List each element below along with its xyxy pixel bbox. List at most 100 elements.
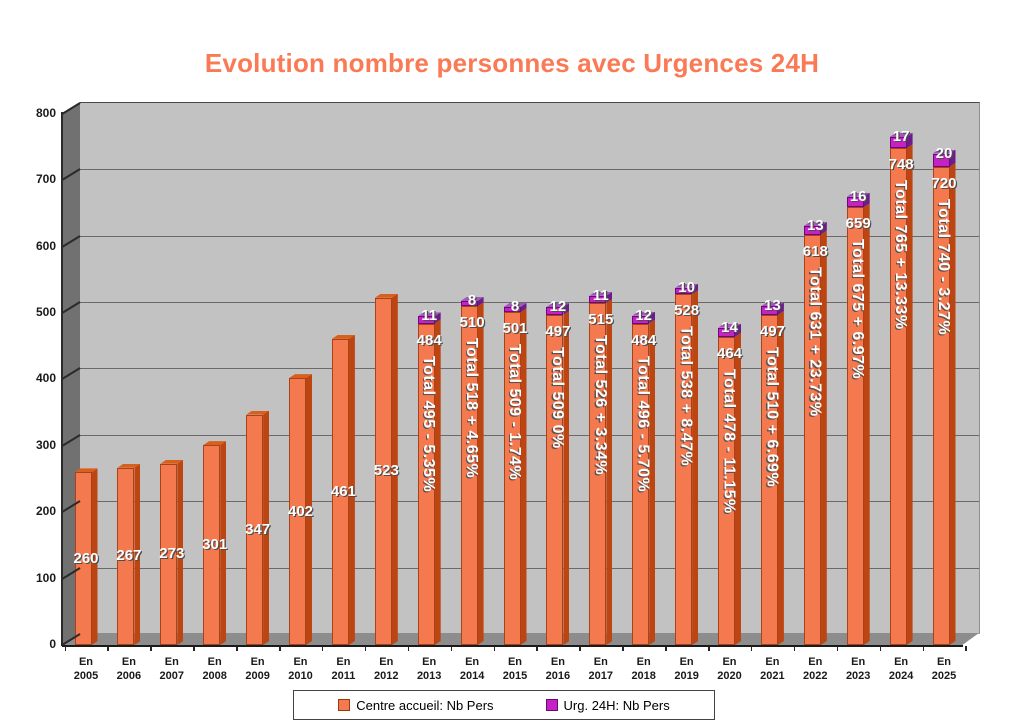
urg-value-label: 11 <box>421 307 438 325</box>
bar-front-centre <box>589 303 607 645</box>
y-axis-label: 600 <box>35 238 56 253</box>
x-axis-label: En 2022 <box>803 656 828 682</box>
bar-front-urg <box>546 307 564 315</box>
bar-front-centre <box>889 148 907 645</box>
x-axis-tick <box>64 646 66 651</box>
x-axis-tick <box>622 646 624 651</box>
bar-side-urg <box>950 150 956 167</box>
bar-side-urg <box>435 312 441 323</box>
bar-side-centre <box>692 290 698 645</box>
urg-value-label: 8 <box>467 292 477 310</box>
bar-front-urg <box>589 295 607 304</box>
bar-front-centre <box>675 294 693 645</box>
bar-side-urg <box>606 292 612 303</box>
urg-value-label: 12 <box>549 298 567 316</box>
bar-side-urg <box>778 302 784 315</box>
x-axis-label: En 2017 <box>588 656 614 682</box>
bar-top-urg <box>632 311 656 316</box>
x-axis-label: En 2012 <box>374 656 399 682</box>
bar-front-centre <box>74 472 92 645</box>
y-axis-label: 400 <box>35 371 56 386</box>
legend-swatch-centre-accueil <box>338 699 351 711</box>
x-axis-tick <box>450 646 453 651</box>
x-axis-label: En 2024 <box>888 656 914 682</box>
urg-value-label: 20 <box>935 144 953 162</box>
bar-front-centre <box>503 312 521 645</box>
bar-side-centre <box>263 411 269 645</box>
bar-front-centre <box>417 323 435 645</box>
bar-top-urg <box>417 312 441 317</box>
total-label: Total 518 + 4.65% <box>463 338 481 479</box>
bar-side-centre <box>478 302 484 645</box>
x-axis-tick <box>708 646 710 651</box>
centre-value-label: 528 <box>674 302 700 320</box>
centre-value-label: 273 <box>159 545 185 563</box>
bar-front-urg <box>889 137 907 149</box>
bar-side-centre <box>649 320 655 645</box>
gridline <box>80 501 979 503</box>
bar-side-urg <box>907 133 913 148</box>
bar-top-centre <box>246 410 270 415</box>
total-label: Total 509 0% <box>548 346 566 449</box>
bar-front-centre <box>460 306 478 645</box>
bar-side-urg <box>864 193 870 208</box>
chart-title: Evolution nombre personnes avec Urgences… <box>204 48 820 78</box>
x-axis-tick <box>879 646 882 651</box>
centre-value-label: 659 <box>845 215 871 233</box>
bar-front-urg <box>675 287 693 295</box>
x-axis-label: En 2010 <box>288 656 313 682</box>
x-axis-label: En 2019 <box>674 656 699 682</box>
centre-value-label: 748 <box>888 156 914 174</box>
x-axis-tick <box>321 646 324 651</box>
bar-top-urg <box>803 222 827 227</box>
bar-side-centre <box>778 311 784 645</box>
gridline <box>80 235 979 237</box>
bar-front-centre <box>246 414 264 645</box>
legend-swatch-urg-24h <box>545 699 558 711</box>
bar-top-centre <box>289 374 312 379</box>
bar-front-urg <box>460 301 478 307</box>
back-wall <box>80 102 980 634</box>
x-axis-label: En 2020 <box>717 656 742 682</box>
centre-value-label: 484 <box>631 331 657 349</box>
x-axis-tick <box>193 646 195 651</box>
total-label: Total 478 - 11.15% <box>720 368 738 514</box>
urg-value-label: 12 <box>635 306 653 324</box>
x-axis-label: En 2008 <box>202 656 227 682</box>
bar-top-urg <box>760 302 784 307</box>
bar-side-urg <box>563 303 569 315</box>
centre-value-label: 464 <box>716 344 743 362</box>
gridline <box>80 169 979 171</box>
centre-value-label: 720 <box>931 174 957 192</box>
bar-front-centre <box>760 314 778 645</box>
bar-front-urg <box>932 153 950 167</box>
bar-front-centre <box>718 336 735 645</box>
gridline <box>80 567 979 569</box>
urg-value-label: 8 <box>510 298 520 316</box>
x-axis-tick <box>793 646 796 651</box>
centre-value-label: 484 <box>416 331 442 349</box>
bar-side-centre <box>435 320 441 645</box>
bar-front-centre <box>932 166 950 645</box>
bar-front-centre <box>203 445 221 645</box>
bar-front-urg <box>417 316 435 324</box>
bar-top-urg <box>846 192 870 197</box>
bar-front-centre <box>632 323 650 645</box>
x-axis-label: En 2009 <box>245 656 270 682</box>
y-axis-label: 200 <box>35 504 56 519</box>
x-axis-tick <box>279 646 281 651</box>
bar-top-urg <box>932 149 956 154</box>
gridline <box>80 368 979 370</box>
legend-label-urg-24h: Urg. 24H: Nb Pers <box>563 697 670 713</box>
x-axis-tick <box>965 646 967 651</box>
x-axis-tick <box>236 646 238 651</box>
bar-side-centre <box>177 460 183 645</box>
total-label: Total 496 - 5.70% <box>634 355 652 492</box>
bar-top-urg <box>718 323 741 328</box>
bar-front-urg <box>718 327 735 337</box>
bar-side-centre <box>521 308 527 645</box>
total-label: Total 526 + 3.34% <box>591 335 609 476</box>
x-axis-tick <box>536 646 538 651</box>
bar-side-centre <box>563 311 569 645</box>
